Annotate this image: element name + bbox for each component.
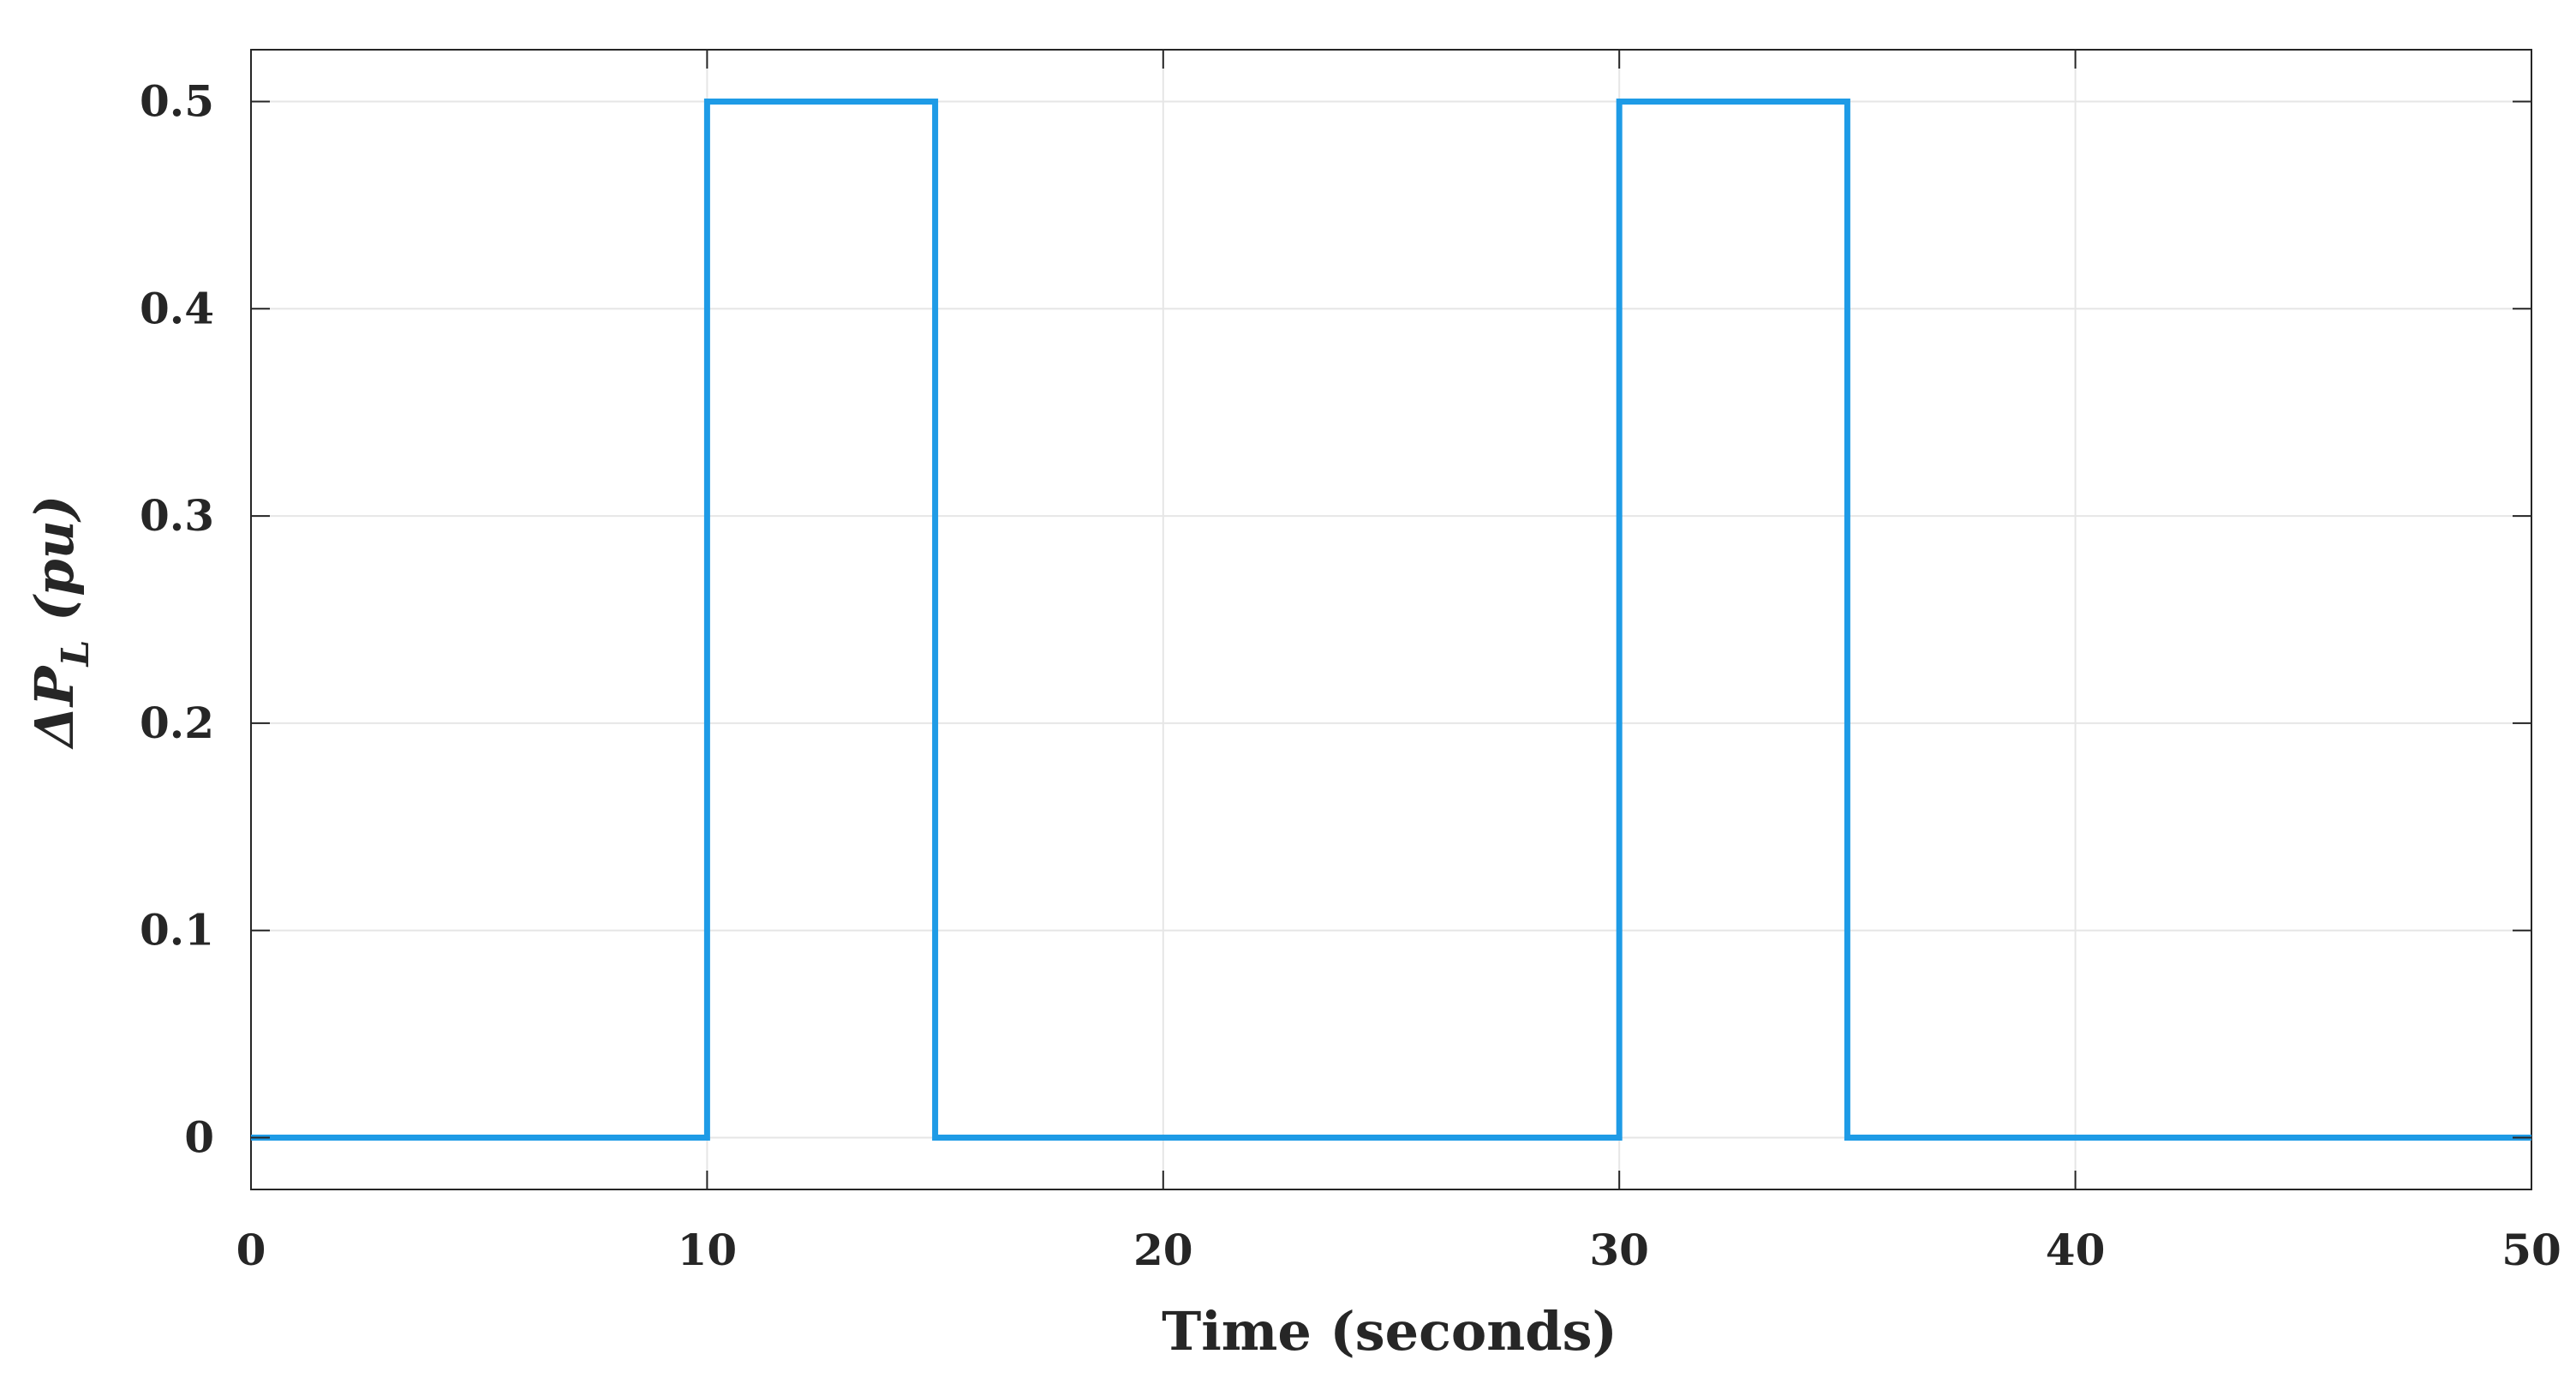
x-tick-label: 10 [678, 1225, 738, 1275]
y-axis-label-suffix: (pu) [23, 495, 86, 640]
x-tick-label: 0 [236, 1225, 266, 1275]
x-tick-label: 50 [2501, 1225, 2561, 1275]
x-tick-label: 30 [1589, 1225, 1649, 1275]
grid-lines [250, 50, 2532, 1189]
y-tick-label: 0.1 [140, 905, 214, 956]
x-axis-label: Time (seconds) [1162, 1300, 1617, 1363]
y-axis-label-prefix: ΔP [23, 664, 86, 750]
y-tick-label: 0.4 [140, 283, 214, 333]
y-axis-label: ΔPL (pu) [23, 495, 98, 750]
x-tick-label: 20 [1133, 1225, 1193, 1275]
x-tick-label: 40 [2046, 1225, 2106, 1275]
y-tick-label: 0 [184, 1112, 214, 1163]
y-axis-label-subscript: L [54, 640, 98, 668]
y-tick-label: 0.5 [140, 75, 214, 126]
axes-box [250, 49, 2532, 1190]
series-line [251, 99, 2531, 1141]
y-ticks: 0 0.1 0.2 0.3 0.4 0.5 [140, 75, 2531, 1163]
y-tick-label: 0.2 [140, 698, 214, 748]
x-ticks: 0 10 20 30 40 50 [236, 50, 2561, 1275]
plot-frame [250, 49, 2532, 1190]
y-tick-label: 0.3 [140, 490, 214, 541]
series-group [251, 99, 2531, 1141]
